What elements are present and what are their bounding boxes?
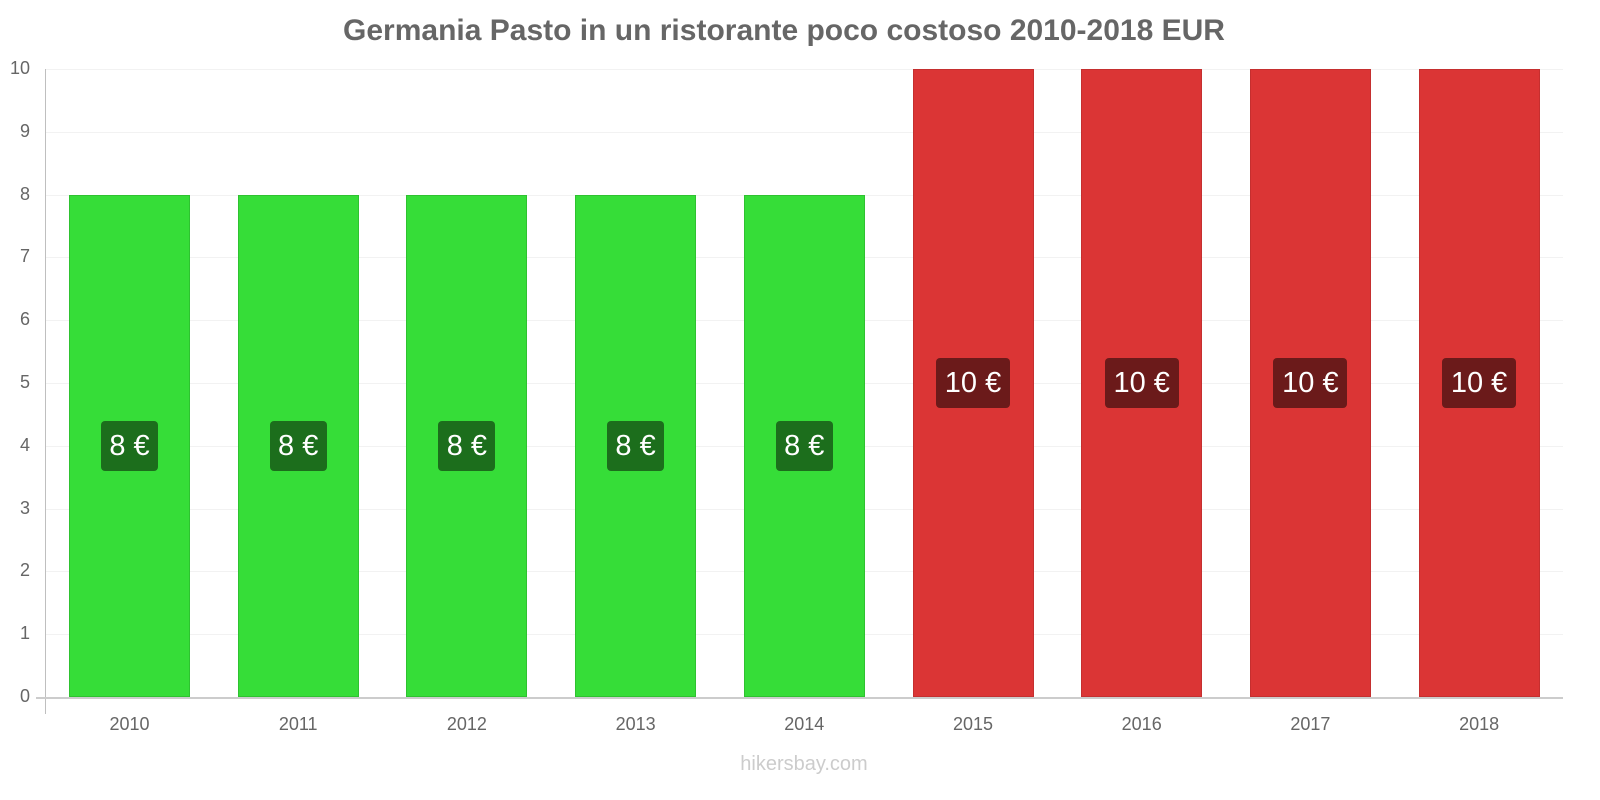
y-tick-label: 7 — [19, 246, 30, 267]
x-tick-label: 2018 — [1459, 714, 1500, 734]
data-label: 10 € — [1442, 358, 1517, 408]
y-tick-label: 3 — [19, 497, 30, 518]
y-tick-label: 2 — [19, 560, 30, 581]
data-label: 8 € — [101, 420, 158, 471]
x-axis-line — [36, 697, 1563, 699]
data-label: 8 € — [607, 420, 665, 471]
x-tick-label: 2014 — [784, 714, 825, 734]
y-tick-label: 1 — [19, 623, 30, 644]
data-label: 8 € — [269, 420, 327, 471]
x-tick-label: 2012 — [446, 714, 487, 734]
y-tick-label: 8 — [19, 183, 30, 204]
y-tick-label: 6 — [19, 309, 30, 330]
y-tick-label: 5 — [19, 372, 30, 392]
x-tick-label: 2016 — [1121, 714, 1162, 734]
data-label: 10 € — [1273, 358, 1348, 408]
gridline — [45, 69, 1563, 70]
chart-title: Germania Pasto in un ristorante poco cos… — [343, 14, 1225, 47]
x-tick-label: 2017 — [1290, 714, 1331, 734]
data-label: 10 € — [1104, 358, 1179, 408]
x-tick-label: 2015 — [952, 714, 994, 734]
y-axis-line — [45, 69, 46, 714]
y-tick-label: 4 — [19, 434, 30, 455]
y-tick-label: 0 — [19, 686, 30, 706]
y-tick-label: 9 — [19, 120, 30, 141]
y-tick-label: 10 — [9, 58, 30, 78]
data-label: 8 € — [775, 420, 833, 471]
data-label: 10 € — [936, 358, 1010, 408]
gridline — [45, 131, 1563, 133]
data-label: 8 € — [438, 420, 496, 471]
x-tick-label: 2010 — [109, 714, 150, 734]
watermark: hikersbay.com — [740, 753, 868, 775]
x-tick-label: 2011 — [278, 714, 318, 734]
x-tick-label: 2013 — [615, 714, 656, 734]
